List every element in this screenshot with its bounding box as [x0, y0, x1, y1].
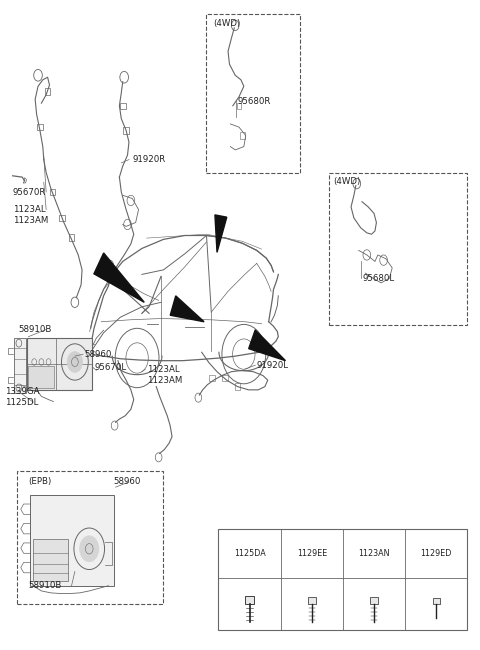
- Bar: [37, 124, 43, 131]
- Bar: [120, 103, 126, 109]
- Polygon shape: [94, 253, 144, 302]
- Text: 1123AM: 1123AM: [12, 216, 48, 225]
- Bar: [28, 366, 54, 388]
- Bar: [69, 234, 74, 240]
- Bar: [14, 338, 26, 393]
- Bar: [17, 471, 163, 604]
- Bar: [206, 14, 300, 173]
- Text: 91920R: 91920R: [132, 155, 166, 164]
- Polygon shape: [249, 330, 286, 361]
- Bar: [218, 529, 468, 630]
- Text: 1129EE: 1129EE: [297, 549, 327, 558]
- Bar: [49, 188, 55, 195]
- Circle shape: [67, 352, 83, 372]
- Bar: [33, 539, 68, 581]
- Text: 1123AL: 1123AL: [12, 205, 45, 214]
- Text: 1125DL: 1125DL: [4, 398, 38, 407]
- Bar: [328, 173, 468, 325]
- Text: (EPB): (EPB): [28, 478, 52, 486]
- Bar: [433, 598, 440, 604]
- Bar: [209, 375, 215, 382]
- Text: 95680L: 95680L: [362, 274, 394, 283]
- Text: 1129ED: 1129ED: [420, 549, 452, 558]
- Bar: [240, 133, 245, 139]
- Bar: [370, 597, 378, 604]
- Text: 91920L: 91920L: [257, 361, 289, 370]
- Text: 58910B: 58910B: [19, 325, 52, 334]
- Text: 1123AN: 1123AN: [358, 549, 390, 558]
- Polygon shape: [215, 215, 227, 252]
- Text: 95680R: 95680R: [238, 97, 271, 106]
- Bar: [235, 384, 240, 390]
- Bar: [237, 103, 241, 109]
- Text: 58960: 58960: [84, 350, 112, 359]
- Text: 58960: 58960: [113, 478, 141, 486]
- Bar: [245, 596, 254, 605]
- Text: (4WD): (4WD): [333, 177, 360, 185]
- Text: 95670R: 95670R: [12, 188, 46, 196]
- Text: 1339GA: 1339GA: [4, 387, 39, 396]
- Bar: [222, 375, 228, 382]
- Text: 95670L: 95670L: [94, 363, 126, 372]
- Text: 1123AL: 1123AL: [147, 365, 180, 374]
- Circle shape: [80, 536, 99, 562]
- Text: 1123AM: 1123AM: [147, 376, 182, 385]
- Text: (4WD): (4WD): [214, 19, 241, 28]
- Bar: [308, 597, 316, 604]
- Bar: [30, 495, 114, 586]
- Bar: [45, 88, 50, 95]
- Bar: [27, 338, 92, 390]
- Bar: [123, 127, 129, 134]
- Text: 58910B: 58910B: [28, 581, 62, 590]
- Text: 1125DA: 1125DA: [234, 549, 265, 558]
- Bar: [59, 214, 65, 221]
- Polygon shape: [170, 296, 204, 322]
